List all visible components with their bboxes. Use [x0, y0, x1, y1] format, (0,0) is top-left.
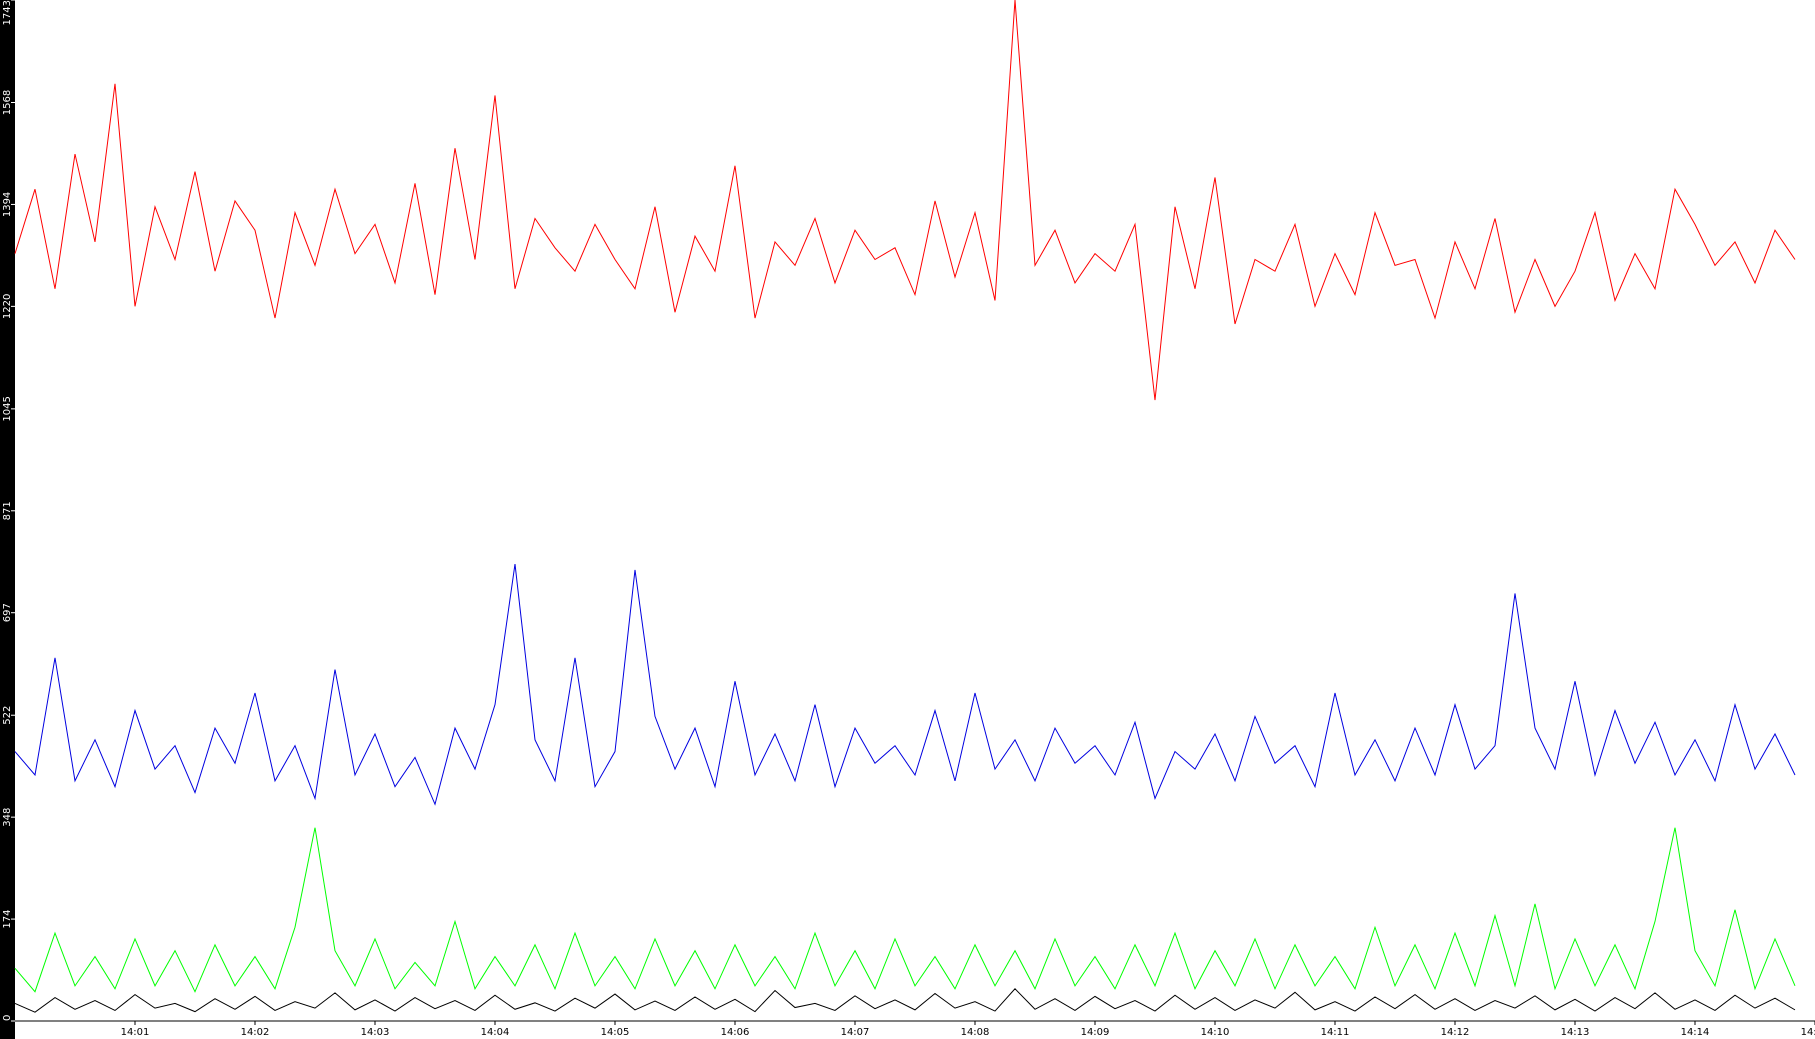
series-line	[14, 0, 1796, 401]
series-line	[14, 988, 1796, 1013]
y-tick-label: 1394	[2, 192, 13, 217]
x-tick-label: 14:12	[1441, 1027, 1470, 1038]
series-line	[14, 564, 1796, 806]
x-tick-label: 14:06	[721, 1027, 750, 1038]
y-tick-label: 1743	[2, 0, 13, 25]
y-tick-label: 1045	[2, 396, 13, 421]
y-tick-label: 348	[2, 808, 13, 827]
x-tick-label: 14:15	[1801, 1027, 1815, 1038]
x-tick-label: 14:01	[121, 1027, 150, 1038]
x-tick-label: 14:07	[841, 1027, 870, 1038]
y-axis-strip	[0, 0, 15, 1039]
y-tick-label: 871	[2, 501, 13, 520]
y-tick-label: 522	[2, 706, 13, 725]
x-tick-label: 14:03	[361, 1027, 390, 1038]
y-tick-label: 1568	[2, 90, 13, 115]
series-line	[14, 827, 1796, 993]
x-tick-label: 14:05	[601, 1027, 630, 1038]
y-tick-label: 1220	[2, 294, 13, 319]
x-tick-label: 14:02	[241, 1027, 270, 1038]
x-tick-label: 14:04	[481, 1027, 510, 1038]
y-tick-label: 174	[2, 910, 13, 929]
y-tick-label: 0	[2, 1015, 13, 1021]
x-tick-label: 14:11	[1321, 1027, 1350, 1038]
x-tick-label: 14:08	[961, 1027, 990, 1038]
x-tick-label: 14:14	[1681, 1027, 1710, 1038]
x-tick-label: 14:10	[1201, 1027, 1230, 1038]
x-tick-label: 14:13	[1561, 1027, 1590, 1038]
x-tick-label: 14:09	[1081, 1027, 1110, 1038]
y-tick-label: 697	[2, 603, 13, 622]
